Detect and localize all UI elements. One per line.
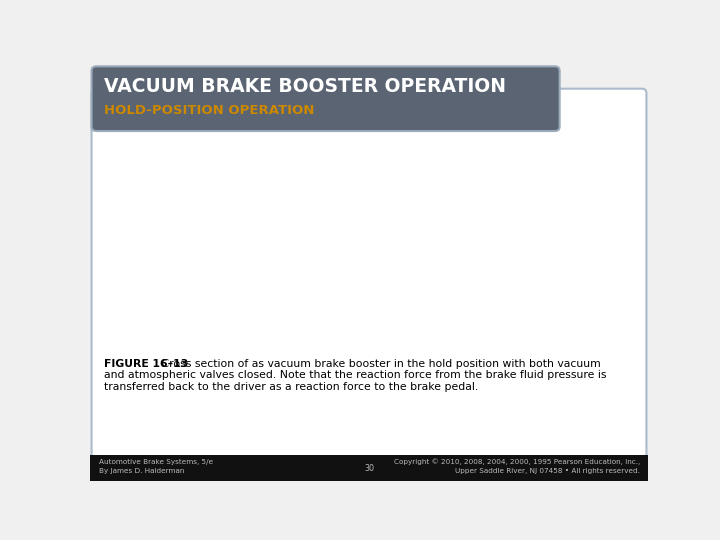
Bar <box>90 455 648 481</box>
Text: and atmospheric valves closed. Note that the reaction force from the brake fluid: and atmospheric valves closed. Note that… <box>104 370 606 380</box>
Text: VACUUM BRAKE BOOSTER OPERATION: VACUUM BRAKE BOOSTER OPERATION <box>104 77 506 96</box>
Text: HOLD-POSITION OPERATION: HOLD-POSITION OPERATION <box>104 105 315 118</box>
Text: Upper Saddle River, NJ 07458 • All rights reserved.: Upper Saddle River, NJ 07458 • All right… <box>455 468 640 474</box>
Text: transferred back to the driver as a reaction force to the brake pedal.: transferred back to the driver as a reac… <box>104 382 478 392</box>
Text: Cross section of as vacuum brake booster in the hold position with both vacuum: Cross section of as vacuum brake booster… <box>158 359 600 369</box>
Text: 30: 30 <box>364 464 374 473</box>
Text: FIGURE 16–13: FIGURE 16–13 <box>104 359 188 369</box>
Text: By James D. Halderman: By James D. Halderman <box>99 468 184 474</box>
FancyBboxPatch shape <box>91 66 559 131</box>
FancyBboxPatch shape <box>91 89 647 458</box>
Text: Automotive Brake Systems, 5/e: Automotive Brake Systems, 5/e <box>99 459 213 465</box>
Text: Copyright © 2010, 2008, 2004, 2000, 1995 Pearson Education, Inc.,: Copyright © 2010, 2008, 2004, 2000, 1995… <box>394 459 640 465</box>
